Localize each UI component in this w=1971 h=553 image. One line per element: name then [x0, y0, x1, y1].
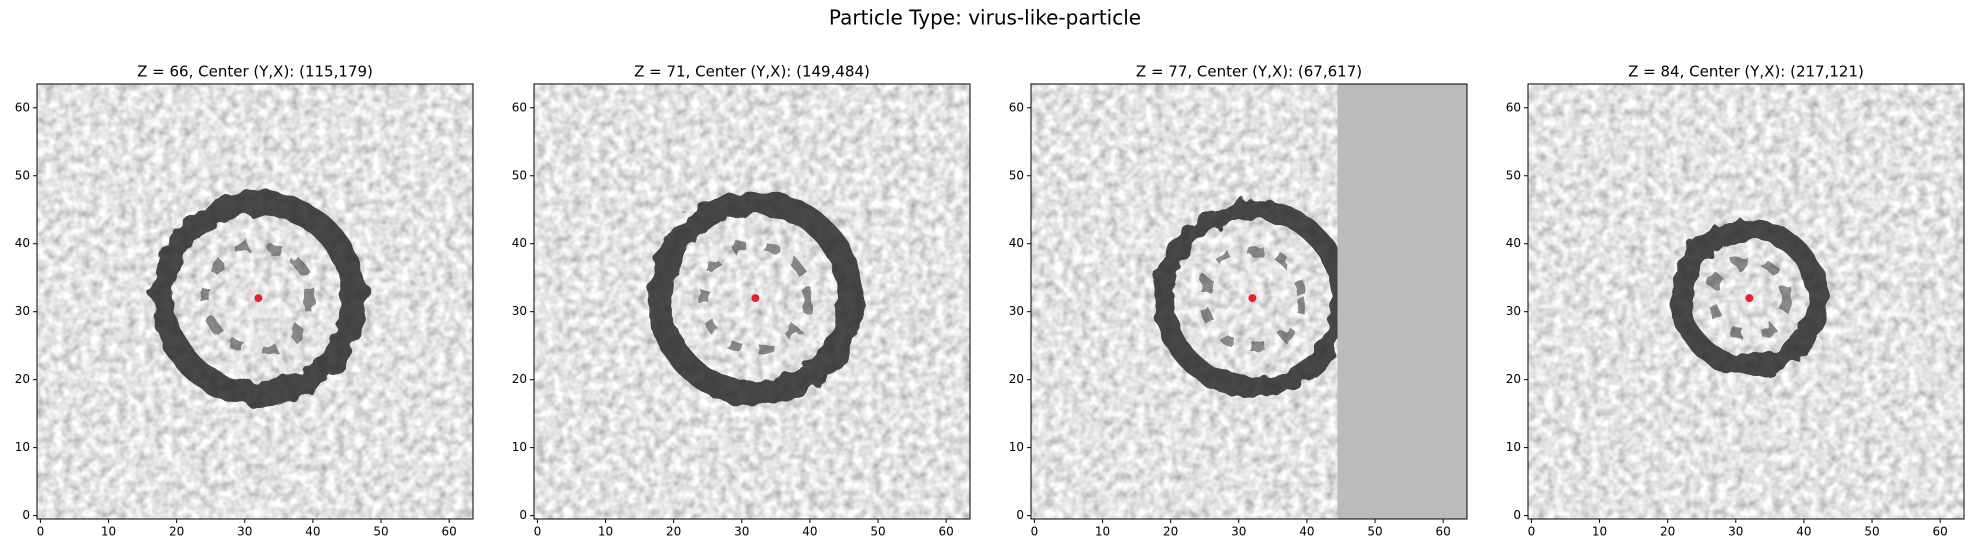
y-tick-label: 40 — [1009, 236, 1024, 250]
panel — [534, 84, 970, 519]
y-tick-label: 60 — [512, 100, 527, 114]
y-tick-label: 20 — [512, 372, 527, 386]
center-point — [1745, 294, 1754, 303]
particle-inner — [698, 240, 813, 356]
center-point — [254, 294, 263, 303]
y-tick-label: 60 — [15, 100, 30, 114]
axes-frame — [1527, 83, 1965, 520]
y-tick-label: 0 — [1016, 508, 1024, 522]
particle-ring — [150, 190, 367, 406]
image — [534, 84, 970, 519]
y-tick-label: 20 — [15, 372, 30, 386]
image — [1528, 84, 1964, 519]
x-tick-label: 30 — [734, 525, 749, 539]
y-tick-label: 60 — [1009, 100, 1024, 114]
y-tick-label: 50 — [512, 168, 527, 182]
particle-inner — [1198, 244, 1306, 352]
axes-frame — [36, 83, 474, 520]
x-tick-label: 20 — [1660, 525, 1675, 539]
y-tick-label: 0 — [22, 508, 30, 522]
panel — [37, 84, 473, 519]
y-tick-label: 10 — [15, 440, 30, 454]
x-tick-label: 0 — [37, 525, 45, 539]
y-tick-label: 50 — [1506, 168, 1521, 182]
x-tick-label: 30 — [1728, 525, 1743, 539]
particle-ring — [1671, 219, 1828, 377]
axes-title: Z = 71, Center (Y,X): (149,484) — [634, 63, 870, 81]
x-tick-label: 10 — [598, 525, 613, 539]
x-tick-label: 30 — [1231, 525, 1246, 539]
y-tick-label: 40 — [1506, 236, 1521, 250]
center-point — [1248, 294, 1257, 303]
x-tick-label: 50 — [1864, 525, 1879, 539]
y-tick-label: 30 — [512, 304, 527, 318]
y-tick-label: 20 — [1506, 372, 1521, 386]
axes-frame — [533, 83, 971, 520]
axes-title: Z = 66, Center (Y,X): (115,179) — [137, 63, 373, 81]
x-tick-label: 40 — [305, 525, 320, 539]
panel — [1031, 84, 1467, 519]
x-tick-label: 50 — [373, 525, 388, 539]
y-tick-label: 30 — [1506, 304, 1521, 318]
x-tick-label: 40 — [802, 525, 817, 539]
y-tick-label: 30 — [1009, 304, 1024, 318]
x-tick-label: 30 — [237, 525, 252, 539]
x-tick-label: 10 — [101, 525, 116, 539]
x-tick-label: 10 — [1592, 525, 1607, 539]
center-point — [751, 294, 760, 303]
y-tick-label: 40 — [15, 236, 30, 250]
x-tick-label: 20 — [169, 525, 184, 539]
x-tick-label: 10 — [1095, 525, 1110, 539]
particle-ring — [647, 190, 864, 406]
x-tick-label: 20 — [666, 525, 681, 539]
y-tick-label: 50 — [15, 168, 30, 182]
x-tick-label: 60 — [1933, 525, 1948, 539]
x-tick-label: 50 — [870, 525, 885, 539]
x-tick-label: 0 — [534, 525, 542, 539]
y-tick-label: 0 — [1513, 508, 1521, 522]
panel — [1528, 84, 1964, 519]
x-tick-label: 0 — [1528, 525, 1536, 539]
x-tick-label: 40 — [1299, 525, 1314, 539]
axes-title: Z = 77, Center (Y,X): (67,617) — [1136, 63, 1362, 81]
particle-inner — [201, 240, 316, 356]
y-tick-label: 10 — [1506, 440, 1521, 454]
y-tick-label: 40 — [512, 236, 527, 250]
masked-region — [1337, 84, 1467, 519]
y-tick-label: 10 — [512, 440, 527, 454]
axes-frame — [1030, 83, 1468, 520]
y-tick-label: 0 — [519, 508, 527, 522]
x-tick-label: 60 — [939, 525, 954, 539]
image — [37, 84, 473, 519]
y-tick-label: 30 — [15, 304, 30, 318]
axes-title: Z = 84, Center (Y,X): (217,121) — [1628, 63, 1864, 81]
figure-title: Particle Type: virus-like-particle — [829, 6, 1141, 30]
y-tick-label: 20 — [1009, 372, 1024, 386]
x-tick-label: 60 — [1436, 525, 1451, 539]
x-tick-label: 40 — [1796, 525, 1811, 539]
particle-inner — [1707, 255, 1792, 341]
x-tick-label: 60 — [442, 525, 457, 539]
x-tick-label: 50 — [1367, 525, 1382, 539]
y-tick-label: 60 — [1506, 100, 1521, 114]
y-tick-label: 50 — [1009, 168, 1024, 182]
x-tick-label: 0 — [1031, 525, 1039, 539]
y-tick-label: 10 — [1009, 440, 1024, 454]
x-tick-label: 20 — [1163, 525, 1178, 539]
